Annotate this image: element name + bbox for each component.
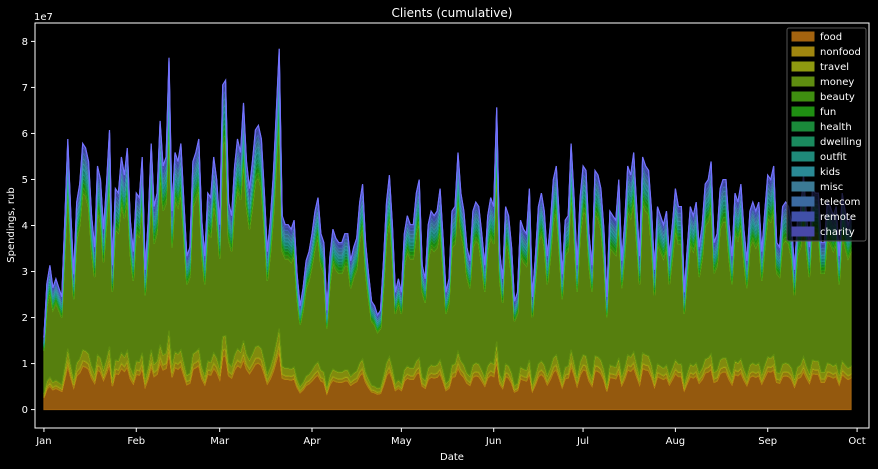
legend-label-outfit: outfit xyxy=(820,152,847,163)
x-tick-label: Oct xyxy=(848,436,865,447)
legend-label-telecom: telecom xyxy=(820,197,860,208)
y-tick-label: 7 xyxy=(22,83,28,94)
legend-swatch-remote xyxy=(791,211,815,222)
y-tick-label: 6 xyxy=(22,129,28,140)
legend-label-misc: misc xyxy=(820,182,843,193)
legend-label-fun: fun xyxy=(820,107,836,118)
y-tick-label: 1 xyxy=(22,359,28,370)
legend-label-remote: remote xyxy=(820,212,856,223)
legend-swatch-money xyxy=(791,76,815,87)
x-tick-label: Feb xyxy=(127,436,145,447)
legend-swatch-dwelling xyxy=(791,136,815,147)
legend-swatch-charity xyxy=(791,226,815,237)
y-tick-label: 2 xyxy=(22,313,28,324)
y-axis: 0 1 2 3 4 5 6 7 8 xyxy=(22,37,35,416)
x-axis-label: Date xyxy=(440,452,464,463)
legend-label-health: health xyxy=(820,122,852,133)
line-charity xyxy=(43,48,852,338)
x-tick-label: Apr xyxy=(303,436,321,447)
legend-swatch-travel xyxy=(791,61,815,72)
legend-swatch-nonfood xyxy=(791,46,815,57)
y-tick-label: 4 xyxy=(22,221,28,232)
legend-label-travel: travel xyxy=(820,62,849,73)
x-tick-label: Jan xyxy=(35,436,51,447)
y-tick-label: 5 xyxy=(22,175,28,186)
legend-swatch-outfit xyxy=(791,151,815,162)
y-scale-label: 1e7 xyxy=(34,12,53,23)
legend-swatch-health xyxy=(791,121,815,132)
legend-label-beauty: beauty xyxy=(820,92,855,103)
y-tick-label: 8 xyxy=(22,37,28,48)
legend-label-nonfood: nonfood xyxy=(820,47,861,58)
legend-label-food: food xyxy=(820,32,842,43)
legend-label-kids: kids xyxy=(820,167,840,178)
x-axis: Jan Feb Mar Apr May Jun Jul Aug Sep Oct xyxy=(35,428,866,447)
y-tick-label: 0 xyxy=(22,405,28,416)
x-tick-label: May xyxy=(391,436,412,447)
x-tick-label: Sep xyxy=(758,436,777,447)
legend-swatch-kids xyxy=(791,166,815,177)
legend-swatch-telecom xyxy=(791,196,815,207)
y-axis-label: Spendings, rub xyxy=(6,187,17,262)
legend-swatch-misc xyxy=(791,181,815,192)
legend: food nonfood travel money beauty fun health dwe… xyxy=(786,27,867,242)
plot-area xyxy=(43,48,852,411)
chart-title: Clients (cumulative) xyxy=(392,6,513,20)
x-tick-label: Aug xyxy=(666,436,686,447)
legend-label-dwelling: dwelling xyxy=(820,137,862,148)
x-tick-label: Jun xyxy=(485,436,502,447)
legend-swatch-beauty xyxy=(791,91,815,102)
legend-label-charity: charity xyxy=(820,227,855,238)
y-tick-label: 3 xyxy=(22,267,28,278)
legend-frame xyxy=(786,27,867,242)
x-tick-label: Jul xyxy=(576,436,589,447)
legend-label-money: money xyxy=(820,77,854,88)
legend-swatch-food xyxy=(791,31,815,42)
x-tick-label: Mar xyxy=(210,436,230,447)
legend-swatch-fun xyxy=(791,106,815,117)
